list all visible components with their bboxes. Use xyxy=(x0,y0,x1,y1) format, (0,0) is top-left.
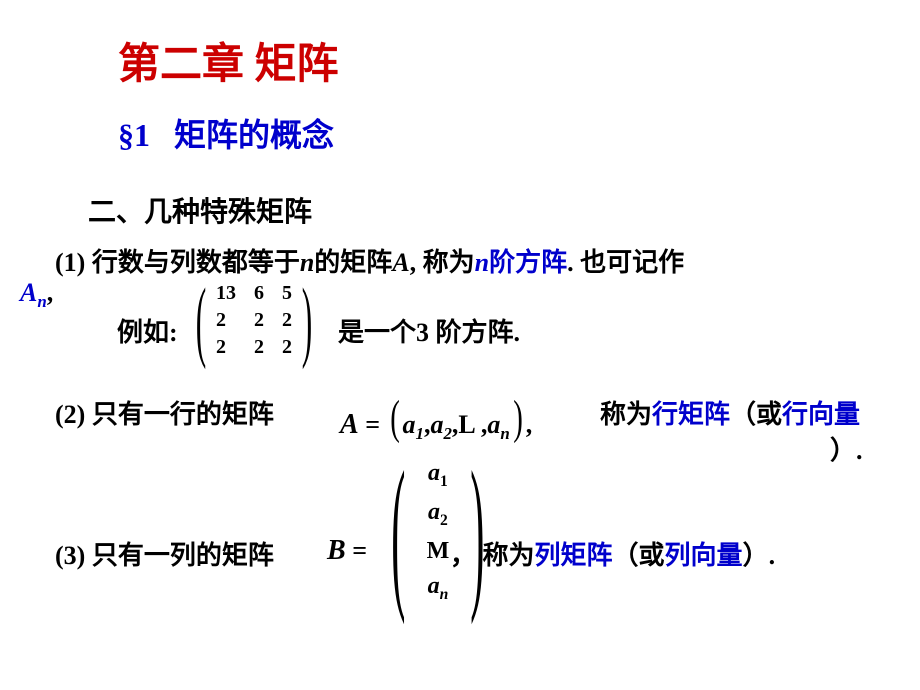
item3-eq: = xyxy=(352,536,367,565)
item1-An-A: A xyxy=(20,278,37,307)
item1-example-suffix: 是一个3 阶方阵. xyxy=(338,312,520,349)
sub: 2 xyxy=(443,424,451,443)
item1-n2: n xyxy=(475,248,489,277)
subsection-heading: 二、几种特殊矩阵 xyxy=(88,190,312,230)
item2-suffix: 称为行矩阵（或行向量 xyxy=(600,394,860,431)
item1-An: An, xyxy=(20,278,53,312)
item2-mid: 称为 xyxy=(600,400,652,429)
item2-prefix: (2) 只有一行的矩阵 xyxy=(55,394,274,431)
item2-suffix-close: ）. xyxy=(830,430,863,467)
c-elem: a xyxy=(428,499,440,525)
c-elem: a xyxy=(428,460,440,486)
section-subtitle: §1 矩阵的概念 xyxy=(118,110,334,156)
sub: n xyxy=(500,424,509,443)
m-cell: 6 xyxy=(254,282,264,305)
item2-formula: A = (a1,a2,L ,an), xyxy=(340,390,532,445)
item2-eq: = xyxy=(365,410,380,439)
c-sub: 2 xyxy=(440,512,448,529)
item1-line1: (1) 行数与列数都等于n的矩阵A, 称为n阶方阵. 也可记作 xyxy=(55,242,684,279)
m-cell: 2 xyxy=(254,336,264,359)
paren-right: ) xyxy=(302,285,312,357)
elem: a xyxy=(403,410,416,439)
item3-po: （或 xyxy=(613,541,665,570)
section-number: §1 xyxy=(118,117,150,153)
m-cell: 2 xyxy=(216,336,236,359)
item3-after: ， 称为 xyxy=(450,541,535,570)
elem: a xyxy=(430,410,443,439)
paren-left: ( xyxy=(391,468,405,596)
c-elem: M xyxy=(427,538,450,564)
item1-suffix: . 也可记作 xyxy=(567,248,684,277)
item1-matrix: ( 13 6 5 2 2 2 2 2 2 ) xyxy=(186,282,322,359)
paren-right: ) xyxy=(513,390,523,445)
item3-B-sym: B xyxy=(327,535,346,566)
c-elem: a xyxy=(428,573,440,599)
m-cell: 5 xyxy=(282,282,292,305)
chapter-title: 第二章 矩阵 xyxy=(118,30,339,91)
item3-pc: ）. xyxy=(743,541,776,570)
item1-An-comma: , xyxy=(47,278,54,307)
elem: L xyxy=(458,410,474,439)
sep: , xyxy=(474,410,487,439)
item3-prefix: (3) 只有一列的矩阵 xyxy=(55,535,274,572)
item1-example-label: 例如: xyxy=(117,312,178,349)
item2-A: A xyxy=(340,409,359,440)
item2-term2: 行向量 xyxy=(782,400,860,429)
c-sub: n xyxy=(440,585,449,602)
item2-pc: ）. xyxy=(830,436,863,465)
sep: , xyxy=(526,410,533,439)
paren-left: ( xyxy=(196,285,206,357)
paren-right: ) xyxy=(471,468,485,596)
item1-An-n: n xyxy=(37,292,46,311)
item1-mid1: 的矩阵 xyxy=(314,248,392,277)
c-sub: 1 xyxy=(440,473,448,490)
item3-suffix: ， 称为列矩阵（或列向量）. xyxy=(450,535,775,572)
m-cell: 2 xyxy=(282,309,292,332)
sub: 1 xyxy=(416,424,424,443)
m-cell: 13 xyxy=(216,282,236,305)
item2-term1: 行矩阵 xyxy=(652,400,730,429)
elem: a xyxy=(487,410,500,439)
item2-po: （或 xyxy=(730,400,782,429)
m-cell: 2 xyxy=(216,309,236,332)
m-cell: 2 xyxy=(254,309,264,332)
item3-term2: 列向量 xyxy=(665,541,743,570)
section-title-text: 矩阵的概念 xyxy=(174,117,334,153)
item1-term: 阶方阵 xyxy=(489,248,567,277)
item3-B: B = xyxy=(327,535,367,567)
item3-term1: 列矩阵 xyxy=(535,541,613,570)
item1-mid2: , 称为 xyxy=(410,248,475,277)
m-cell: 2 xyxy=(282,336,292,359)
item3-column-matrix: ( a1 a2 M an ) xyxy=(370,460,506,603)
item1-prefix: (1) 行数与列数都等于 xyxy=(55,248,300,277)
item1-A: A xyxy=(392,248,409,277)
